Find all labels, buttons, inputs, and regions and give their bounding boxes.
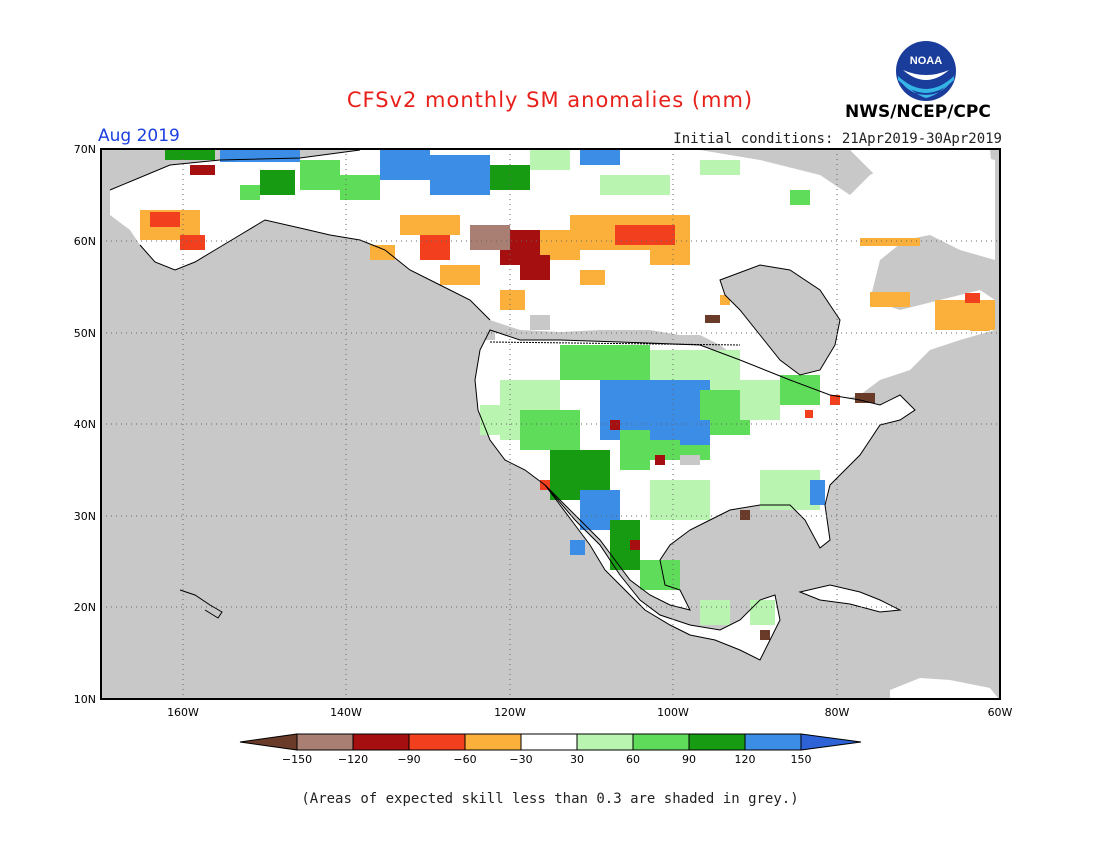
legend-swatch [296,733,354,751]
legend-arrow-low [239,733,298,751]
lon-label: 60W [988,706,1013,719]
lat-label: 70N [74,143,96,156]
legend-swatch [576,733,634,751]
lat-label: 20N [74,601,96,614]
lat-label: 50N [74,327,96,340]
footnote: (Areas of expected skill less than 0.3 a… [301,791,799,807]
legend-swatch [352,733,410,751]
legend-label: −60 [453,753,476,766]
forecast-month: Aug 2019 [98,126,180,146]
lon-label: 160W [167,706,199,719]
legend-label: 120 [735,753,756,766]
lon-label: 140W [330,706,362,719]
legend-label: −30 [509,753,532,766]
lon-label: 80W [825,706,850,719]
longitude-labels: 160W 140W 120W 100W 80W 60W [167,706,1012,719]
legend-swatch [744,733,802,751]
map-title: CFSv2 monthly SM anomalies (mm) [346,88,754,112]
latitude-labels: 70N 60N 50N 40N 30N 20N 10N [74,143,96,706]
legend-swatch [632,733,690,751]
legend-label: 90 [682,753,696,766]
legend-swatch [408,733,466,751]
lat-label: 40N [74,418,96,431]
legend-label: 150 [791,753,812,766]
anomaly-cells [140,150,995,640]
lon-label: 100W [657,706,689,719]
legend-arrow-high [800,733,862,751]
legend-label: −90 [397,753,420,766]
initial-conditions: Initial conditions: 21Apr2019-30Apr2019 [673,131,1002,147]
graticule [101,149,1000,699]
lat-label: 30N [74,510,96,523]
legend-swatch [688,733,746,751]
legend-label: 60 [626,753,640,766]
lat-label: 60N [74,235,96,248]
lon-label: 120W [494,706,526,719]
logo-text: NOAA [910,55,942,67]
map-frame [100,148,1001,700]
legend-label: −150 [282,753,312,766]
color-legend: −150 −120 −90 −60 −30 30 60 90 120 150 [239,733,862,766]
legend-label: 30 [570,753,584,766]
borders [109,149,916,661]
legend-swatch [520,733,578,751]
legend-swatch [464,733,522,751]
noaa-logo-icon: NOAA [896,41,956,101]
agency-label: NWS/NCEP/CPC [845,102,991,122]
legend-label: −120 [338,753,368,766]
lat-label: 10N [74,693,96,706]
